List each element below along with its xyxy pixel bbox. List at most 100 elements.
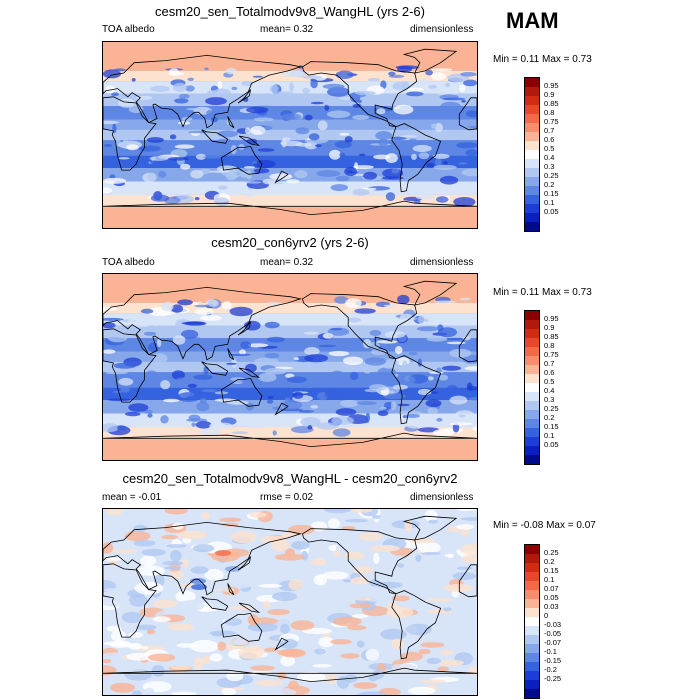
albedo-patch xyxy=(103,120,120,125)
colorbar-label: 0.95 xyxy=(544,314,559,323)
colorbar-label: 0.2 xyxy=(544,180,555,189)
albedo-patch xyxy=(411,153,417,160)
colorbar-swatch xyxy=(525,87,539,96)
colorbar-swatch xyxy=(525,410,539,419)
difference-patch xyxy=(236,627,244,639)
albedo-patch xyxy=(427,376,434,381)
albedo-patch xyxy=(406,421,422,429)
albedo-patch xyxy=(464,366,477,371)
albedo-patch xyxy=(118,157,130,160)
albedo-patch xyxy=(175,377,191,385)
albedo-patch xyxy=(365,412,370,423)
albedo-patch xyxy=(409,138,417,141)
albedo-patch xyxy=(461,168,477,177)
colorbar-label: 0.3 xyxy=(544,162,555,171)
colorbar-label: 0.25 xyxy=(544,171,559,180)
difference-patch xyxy=(288,579,303,591)
albedo-patch xyxy=(281,113,302,120)
coastline xyxy=(237,556,251,571)
difference-patch xyxy=(164,566,181,570)
albedo-patch xyxy=(107,398,131,402)
albedo-patch xyxy=(194,197,200,201)
colorbar-label: 0.1 xyxy=(544,575,555,584)
albedo-patch xyxy=(433,153,450,159)
difference-patch xyxy=(279,623,290,634)
albedo-patch xyxy=(385,192,396,202)
difference-patch xyxy=(342,579,353,583)
albedo-band xyxy=(103,93,477,107)
colorbar-label: 0.85 xyxy=(544,99,559,108)
albedo-band xyxy=(103,426,477,440)
albedo-patch xyxy=(303,331,319,335)
albedo-patch xyxy=(304,114,313,121)
albedo-patch xyxy=(293,357,299,361)
albedo-patch xyxy=(358,153,366,157)
colorbar-label: -0.1 xyxy=(544,647,557,656)
coastline xyxy=(220,612,263,642)
albedo-patch xyxy=(103,322,116,329)
difference-patch xyxy=(144,687,155,695)
colorbar-swatch xyxy=(525,680,539,689)
difference-patch xyxy=(297,671,326,683)
difference-patch xyxy=(391,595,410,602)
albedo-patch xyxy=(380,176,404,180)
albedo-patch xyxy=(204,67,209,71)
difference-patch xyxy=(264,647,279,652)
albedo-patch xyxy=(252,75,263,78)
colorbar-swatch xyxy=(525,554,539,563)
albedo-patch xyxy=(440,101,462,112)
colorbar-swatch xyxy=(525,626,539,635)
albedo-patch xyxy=(266,399,274,404)
difference-patch xyxy=(312,664,332,668)
difference-patch xyxy=(103,641,128,646)
albedo-patch xyxy=(209,422,233,430)
albedo-patch xyxy=(228,353,251,357)
colorbar-label: 0.3 xyxy=(544,395,555,404)
albedo-patch xyxy=(460,72,477,77)
albedo-patch xyxy=(416,326,439,332)
colorbar-label: 0.95 xyxy=(544,81,559,90)
colorbar-swatch xyxy=(525,581,539,590)
colorbar-label: 0.9 xyxy=(544,323,555,332)
colorbar-swatch xyxy=(525,114,539,123)
difference-patch xyxy=(103,598,131,607)
albedo-patch xyxy=(423,318,429,322)
albedo-patch xyxy=(307,362,314,371)
albedo-patch xyxy=(322,83,345,90)
albedo-patch xyxy=(193,374,213,380)
albedo-patch xyxy=(408,351,418,356)
albedo-patch xyxy=(394,346,403,355)
difference-patch xyxy=(290,620,315,631)
albedo-patch xyxy=(397,403,410,407)
albedo-patch xyxy=(147,172,157,182)
albedo-patch xyxy=(195,421,212,429)
albedo-patch xyxy=(217,138,232,143)
albedo-patch xyxy=(339,132,350,136)
albedo-patch xyxy=(269,84,279,93)
colorbar-swatch xyxy=(525,365,539,374)
albedo-patch xyxy=(231,86,238,91)
albedo-patch xyxy=(150,194,170,202)
coastline xyxy=(227,583,235,596)
difference-patch xyxy=(110,630,127,642)
colorbar-swatch xyxy=(525,392,539,401)
difference-patch xyxy=(128,632,144,638)
difference-patch xyxy=(318,636,334,648)
coastline xyxy=(391,590,442,660)
albedo-band xyxy=(103,129,477,141)
albedo-patch xyxy=(380,406,387,410)
colorbar-swatch xyxy=(525,150,539,159)
albedo-patch xyxy=(143,331,157,336)
difference-patch xyxy=(141,646,149,650)
albedo-patch xyxy=(205,97,227,106)
albedo-patch xyxy=(343,356,364,366)
albedo-patch xyxy=(273,91,294,96)
albedo-patch xyxy=(415,194,435,200)
albedo-patch xyxy=(369,330,382,336)
colorbar-swatch xyxy=(525,222,539,231)
albedo-patch xyxy=(240,341,252,349)
albedo-patch xyxy=(239,349,246,355)
difference-patch xyxy=(364,594,388,602)
difference-patch xyxy=(420,642,445,648)
albedo-patch xyxy=(200,397,207,404)
